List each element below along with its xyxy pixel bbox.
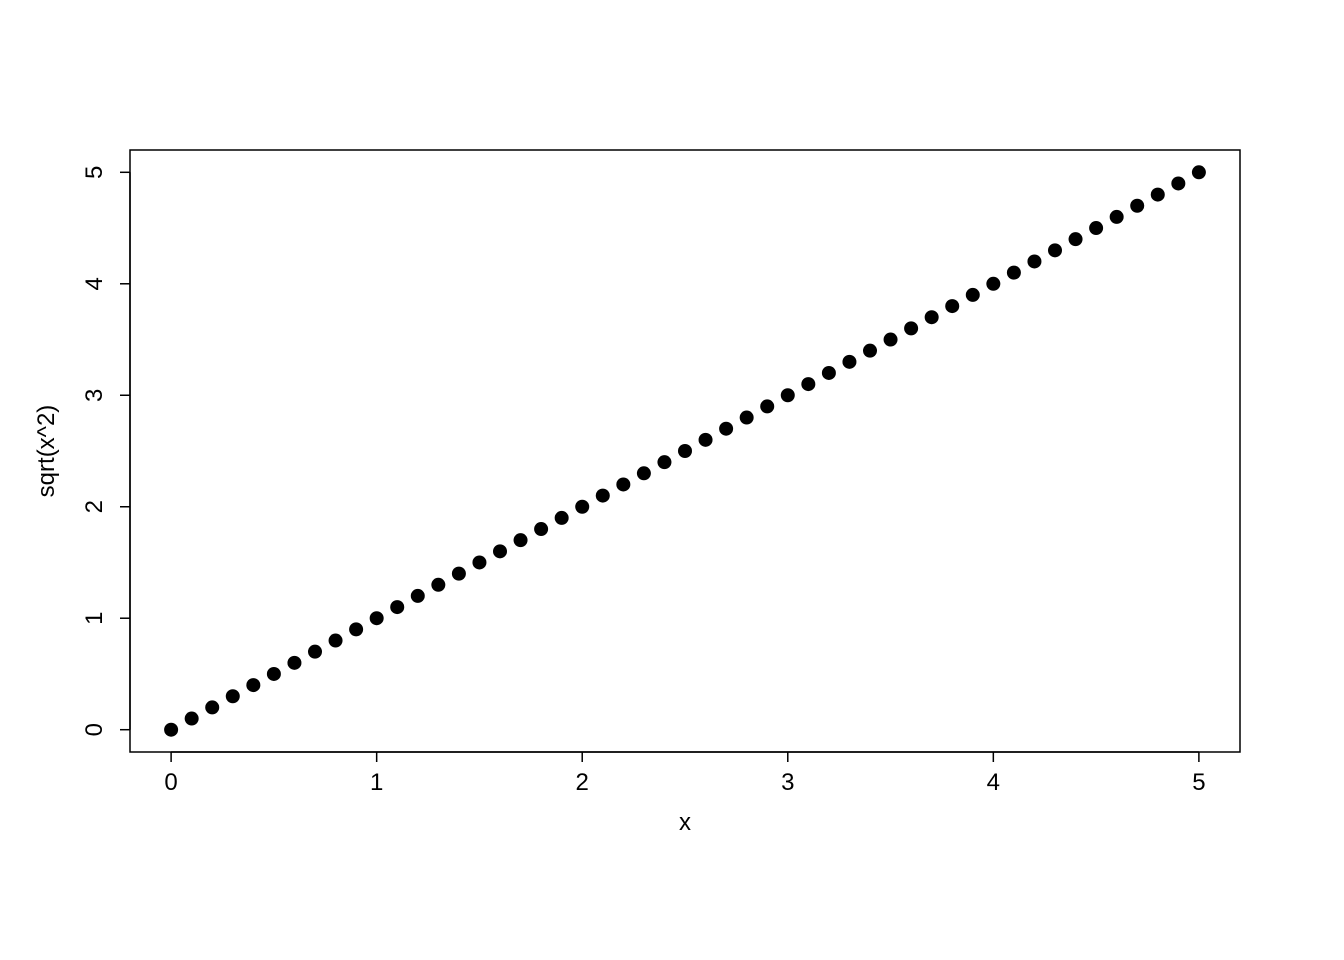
data-point [925,310,939,324]
x-tick-label: 0 [164,769,177,796]
data-point [1007,266,1021,280]
y-tick-label: 3 [81,389,108,402]
data-point [205,700,219,714]
data-point [1027,254,1041,268]
data-point [863,344,877,358]
y-tick-label: 0 [81,723,108,736]
data-point [781,388,795,402]
data-point [308,645,322,659]
x-tick-label: 2 [576,769,589,796]
data-point [1130,199,1144,213]
y-tick-label: 5 [81,166,108,179]
x-tick-label: 3 [781,769,794,796]
data-point [842,355,856,369]
x-tick-label: 1 [370,769,383,796]
data-point [452,567,466,581]
chart-container: 0 1 2 3 4 5 0 1 2 3 4 5 x sqrt(x^2) [0,0,1344,960]
data-point [760,399,774,413]
data-point [1069,232,1083,246]
x-tick-label: 4 [987,769,1000,796]
data-point [164,723,178,737]
data-point [1171,176,1185,190]
x-tick-label: 5 [1192,769,1205,796]
data-point [431,578,445,592]
data-point [945,299,959,313]
data-point [411,589,425,603]
data-point [534,522,548,536]
data-point [226,689,240,703]
data-point [1151,188,1165,202]
y-axis-label: sqrt(x^2) [33,405,60,498]
data-point [1089,221,1103,235]
data-point [329,634,343,648]
data-point [390,600,404,614]
x-axis-label: x [679,809,691,836]
y-tick-label: 4 [81,277,108,290]
data-point [1048,243,1062,257]
data-point [370,611,384,625]
data-point [349,622,363,636]
data-point [493,544,507,558]
data-point [637,466,651,480]
data-point [472,555,486,569]
data-point [966,288,980,302]
data-point [801,377,815,391]
data-point [986,277,1000,291]
data-point [596,489,610,503]
data-point [1192,165,1206,179]
data-point [287,656,301,670]
data-point [740,411,754,425]
data-point [822,366,836,380]
data-point [555,511,569,525]
y-tick-label: 2 [81,500,108,513]
scatter-chart: 0 1 2 3 4 5 0 1 2 3 4 5 x sqrt(x^2) [0,0,1344,960]
data-point [185,712,199,726]
chart-background [0,0,1344,960]
data-point [699,433,713,447]
data-point [514,533,528,547]
data-point [1110,210,1124,224]
data-point [616,477,630,491]
data-point [246,678,260,692]
data-point [904,321,918,335]
data-point [657,455,671,469]
data-point [884,333,898,347]
data-point [575,500,589,514]
data-point [267,667,281,681]
data-point [678,444,692,458]
y-tick-label: 1 [81,612,108,625]
data-point [719,422,733,436]
